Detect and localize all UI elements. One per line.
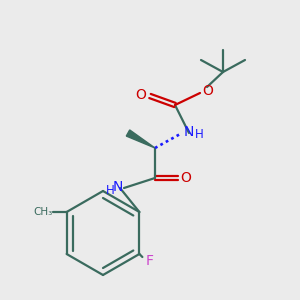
Text: O: O: [181, 171, 191, 185]
Text: H: H: [106, 184, 114, 196]
Text: O: O: [202, 84, 213, 98]
Text: CH₃: CH₃: [33, 207, 52, 217]
Text: F: F: [146, 254, 153, 268]
Text: H: H: [195, 128, 203, 140]
Text: O: O: [136, 88, 146, 102]
Text: N: N: [113, 180, 123, 194]
Text: N: N: [184, 125, 194, 139]
Polygon shape: [126, 130, 155, 148]
